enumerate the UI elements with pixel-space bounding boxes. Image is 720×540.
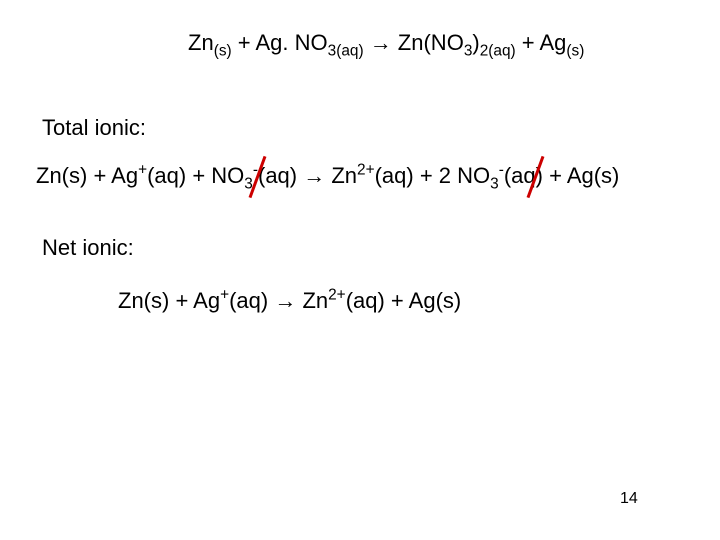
mol-zn: Zn bbox=[188, 30, 214, 55]
ti-p4-sub: 3 bbox=[490, 175, 499, 192]
mol-plus1: + Ag. NO bbox=[232, 30, 328, 55]
net-ionic-equation: Zn(s) + Ag+(aq) → Zn2+(aq) + Ag(s) bbox=[118, 288, 461, 314]
ni-p3: (aq) + Ag(s) bbox=[346, 288, 462, 313]
mol-arrow: → Zn(NO bbox=[364, 30, 464, 55]
ti-p3-sup: 2+ bbox=[357, 162, 375, 179]
ni-p2: (aq) → Zn bbox=[229, 288, 328, 313]
ti-p1: Zn(s) + Ag bbox=[36, 163, 138, 188]
total-ionic-label: Total ionic: bbox=[42, 115, 146, 141]
ti-p3: (aq) → Zn bbox=[258, 163, 357, 188]
mol-ag-state: (s) bbox=[566, 42, 584, 59]
ti-p4: (aq) + 2 NO bbox=[375, 163, 491, 188]
ni-p1: Zn(s) + Ag bbox=[118, 288, 220, 313]
mol-znno3-close: ) bbox=[472, 30, 479, 55]
mol-plus2: + Ag bbox=[516, 30, 567, 55]
ni-p1-sup: + bbox=[220, 287, 229, 304]
page-number: 14 bbox=[620, 490, 638, 508]
net-ionic-label: Net ionic: bbox=[42, 235, 134, 261]
ti-p1-sup: + bbox=[138, 162, 147, 179]
ti-p5: (aq) + Ag(s) bbox=[504, 163, 620, 188]
mol-znno3-sub2: 2(aq) bbox=[480, 42, 516, 59]
ni-p2-sup: 2+ bbox=[328, 287, 346, 304]
mol-agno3-sub: 3(aq) bbox=[328, 42, 364, 59]
molecular-equation: Zn(s) + Ag. NO3(aq) → Zn(NO3)2(aq) + Ag(… bbox=[188, 30, 584, 56]
ti-p2: (aq) + NO bbox=[147, 163, 244, 188]
mol-zn-state: (s) bbox=[214, 42, 232, 59]
